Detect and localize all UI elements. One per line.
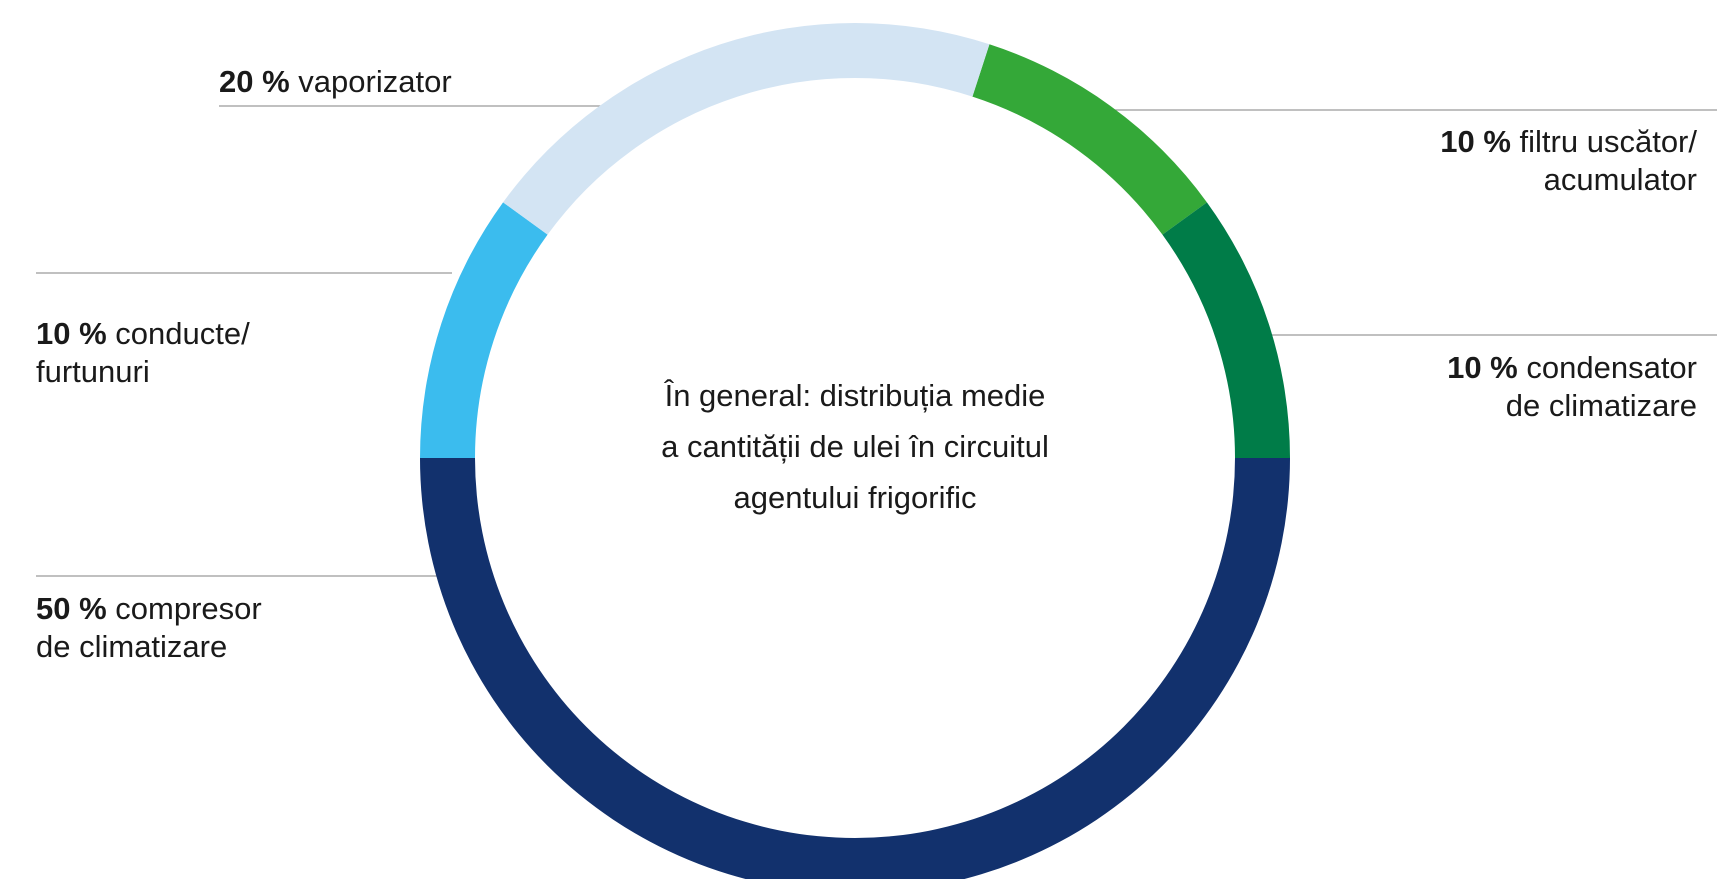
- slice-label-percent: 50 %: [36, 591, 107, 626]
- donut-slices: [420, 23, 1290, 879]
- slice-label-filtru-uscator: 10 % filtru uscător/ acumulator: [1440, 123, 1697, 199]
- donut-slice-0: [972, 44, 1207, 235]
- center-text-line: agentului frigorific: [733, 480, 977, 515]
- slice-label-percent: 20 %: [219, 64, 290, 99]
- donut-slice-4: [503, 23, 990, 235]
- slice-label-text-line2: furtunuri: [36, 354, 150, 389]
- leader-lines: [36, 105, 1717, 577]
- donut-slice-1: [1162, 202, 1290, 458]
- center-text-line: a cantității de ulei în circuitul: [661, 429, 1049, 464]
- slice-label-percent: 10 %: [1440, 124, 1511, 159]
- slice-label-condensator: 10 % condensator de climatizare: [1447, 349, 1697, 425]
- slice-label-text: compresor: [115, 591, 262, 626]
- slice-label-percent: 10 %: [36, 316, 107, 351]
- slice-label-text: conducte/: [115, 316, 250, 351]
- donut-slice-3: [420, 202, 548, 458]
- slice-label-text-line2: de climatizare: [36, 629, 228, 664]
- slice-label-text-line2: acumulator: [1543, 162, 1697, 197]
- slice-label-text: condensator: [1526, 350, 1697, 385]
- slice-label-conducte: 10 % conducte/ furtunuri: [36, 315, 250, 391]
- slice-label-text: vaporizator: [298, 64, 452, 99]
- slice-label-percent: 10 %: [1447, 350, 1518, 385]
- donut-slice-2: [420, 458, 1290, 879]
- center-text-line: În general: distribuția medie: [664, 378, 1046, 413]
- slice-label-vaporizator: 20 % vaporizator: [219, 63, 452, 101]
- slice-label-text: filtru uscător/: [1519, 124, 1697, 159]
- slice-label-compresor: 50 % compresor de climatizare: [36, 590, 262, 666]
- donut-center-text: În general: distribuția medie a cantităț…: [594, 370, 1116, 523]
- slice-label-text-line2: de climatizare: [1505, 388, 1697, 423]
